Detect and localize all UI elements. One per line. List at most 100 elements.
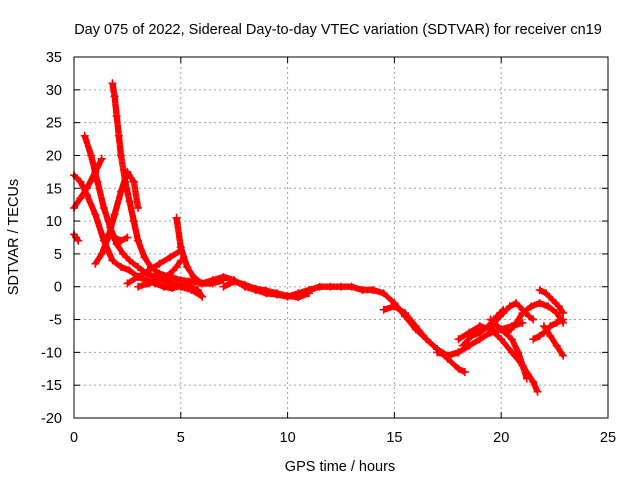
data-point <box>219 282 228 291</box>
data-point <box>539 322 548 331</box>
data-point <box>172 263 181 272</box>
data-point <box>552 341 561 350</box>
data-point <box>379 305 388 314</box>
data-point <box>134 236 143 245</box>
data-point <box>97 154 106 163</box>
data-point <box>524 312 533 321</box>
data-point <box>433 348 442 357</box>
data-point <box>108 256 117 265</box>
data-point <box>458 341 467 350</box>
data-point <box>134 282 143 291</box>
data-point <box>554 302 563 311</box>
data-point <box>401 308 410 317</box>
series-arc-9 <box>134 256 185 291</box>
data-point <box>535 286 544 295</box>
data-point <box>529 315 538 324</box>
data-point <box>454 364 463 373</box>
data-series <box>70 79 568 396</box>
data-point <box>144 266 153 275</box>
data-point <box>74 236 83 245</box>
data-point <box>527 302 536 311</box>
data-point <box>123 233 132 242</box>
data-point <box>486 325 495 334</box>
data-point <box>104 230 113 239</box>
data-point <box>535 299 544 308</box>
data-point <box>129 177 138 186</box>
data-point <box>552 318 561 327</box>
data-point <box>121 177 130 186</box>
series-arc-20 <box>535 286 568 317</box>
data-point <box>443 351 452 360</box>
data-point <box>108 79 117 88</box>
series-arc-11 <box>219 277 313 302</box>
data-point <box>198 279 207 288</box>
data-point <box>304 289 313 298</box>
data-point <box>80 131 89 140</box>
series-arc-12 <box>379 302 469 377</box>
series-arc-6 <box>104 230 132 245</box>
y-tick-label: -10 <box>41 345 62 361</box>
data-point <box>529 377 538 386</box>
series-arc-21 <box>539 322 568 360</box>
y-tick-label: 35 <box>46 50 62 66</box>
data-point <box>486 315 495 324</box>
data-point <box>134 203 143 212</box>
data-point <box>514 348 523 357</box>
y-tick-label: 0 <box>54 280 62 296</box>
y-tick-label: 30 <box>46 83 62 99</box>
data-point <box>116 187 125 196</box>
data-point <box>112 112 121 121</box>
data-point <box>144 279 153 288</box>
data-point <box>283 291 292 300</box>
data-point <box>379 289 388 298</box>
data-point <box>262 286 271 295</box>
data-point <box>518 361 527 370</box>
data-point <box>155 259 164 268</box>
axis-ticks: 0 5 10 15 20 25 35 30 25 20 15 10 5 0 -5 -10 -15 -20 <box>41 50 616 446</box>
chart-title: Day 075 of 2022, Sidereal Day-to-day VTE… <box>74 22 602 38</box>
data-point <box>166 269 175 278</box>
data-point <box>76 177 85 186</box>
data-point <box>507 335 516 344</box>
data-point <box>93 177 102 186</box>
data-point <box>422 335 431 344</box>
data-point <box>503 328 512 337</box>
x-tick-label: 15 <box>386 430 402 446</box>
data-point <box>187 277 196 286</box>
data-point <box>134 263 143 272</box>
data-point <box>499 308 508 317</box>
data-point <box>99 203 108 212</box>
data-point <box>475 322 484 331</box>
data-point <box>172 213 181 222</box>
data-point <box>512 299 521 308</box>
data-point <box>358 286 367 295</box>
x-axis-label: GPS time / hours <box>285 459 395 475</box>
x-tick-label: 10 <box>280 430 296 446</box>
data-point <box>465 328 474 337</box>
data-point <box>230 277 239 286</box>
y-tick-label: 20 <box>46 148 62 164</box>
data-point <box>116 236 125 245</box>
data-point <box>116 151 125 160</box>
data-point <box>251 284 260 293</box>
y-tick-label: 10 <box>46 214 62 230</box>
data-point <box>208 279 217 288</box>
data-point <box>176 243 185 252</box>
data-point <box>91 210 100 219</box>
data-point <box>411 322 420 331</box>
data-point <box>176 276 185 285</box>
data-point <box>125 256 134 265</box>
data-point <box>315 282 324 291</box>
data-point <box>544 302 553 311</box>
y-tick-label: -5 <box>49 313 62 329</box>
data-point <box>272 289 281 298</box>
data-point <box>533 387 542 396</box>
series-markers <box>455 322 541 395</box>
grid <box>74 57 608 418</box>
series-arc-10 <box>172 213 228 288</box>
data-point <box>542 289 551 298</box>
x-tick-label: 5 <box>177 430 185 446</box>
x-tick-label: 25 <box>600 430 616 446</box>
data-point <box>82 184 91 193</box>
data-point <box>187 286 196 295</box>
